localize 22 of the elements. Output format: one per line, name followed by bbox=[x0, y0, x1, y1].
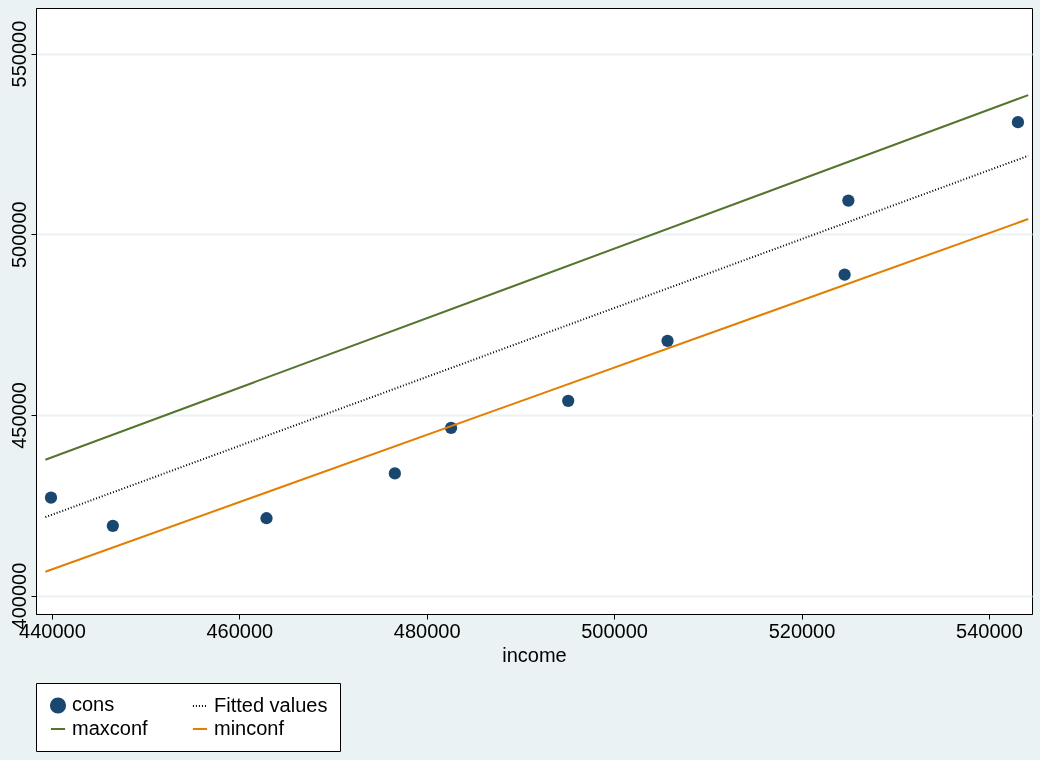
legend-label: minconf bbox=[214, 717, 285, 739]
point bbox=[562, 394, 575, 407]
x-tick-label: 520000 bbox=[768, 619, 836, 642]
point bbox=[260, 512, 273, 525]
y-tick-label: 550000 bbox=[7, 20, 30, 88]
legend-label: Fitted values bbox=[214, 694, 328, 716]
point bbox=[842, 194, 855, 207]
y-tick-label: 450000 bbox=[7, 382, 30, 449]
legend-label: maxconf bbox=[72, 717, 149, 739]
point bbox=[388, 467, 401, 480]
x-tick-label: 460000 bbox=[206, 619, 274, 642]
x-tick-label: 500000 bbox=[581, 619, 648, 642]
x-tick-label: 480000 bbox=[393, 619, 461, 642]
point bbox=[106, 519, 119, 532]
y-tick-label: 500000 bbox=[7, 201, 30, 269]
point bbox=[661, 334, 674, 347]
x-axis-title: income bbox=[502, 643, 567, 666]
x-tick-label: 540000 bbox=[956, 619, 1023, 642]
legend-label: cons bbox=[72, 693, 115, 716]
point bbox=[1011, 116, 1025, 129]
point bbox=[44, 491, 58, 504]
point bbox=[838, 268, 851, 281]
